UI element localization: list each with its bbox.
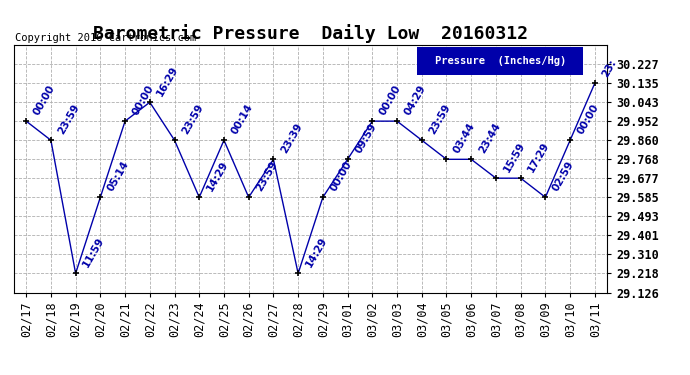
Title: Barometric Pressure  Daily Low  20160312: Barometric Pressure Daily Low 20160312	[93, 24, 528, 44]
Text: 09:59: 09:59	[353, 122, 378, 155]
Text: 11:59: 11:59	[81, 236, 106, 269]
Text: 23:59: 23:59	[427, 102, 453, 136]
Text: 15:59: 15:59	[502, 141, 526, 174]
Text: 00:14: 00:14	[230, 102, 255, 136]
Text: 23:59: 23:59	[57, 102, 81, 136]
Text: 23:44: 23:44	[477, 121, 502, 155]
Text: 14:29: 14:29	[205, 159, 230, 193]
Text: 00:00: 00:00	[575, 102, 601, 136]
Text: 00:00: 00:00	[32, 83, 57, 117]
Text: 05:14: 05:14	[106, 159, 131, 193]
Text: 16:29: 16:29	[155, 64, 181, 98]
Text: 02:59: 02:59	[551, 159, 576, 193]
Text: 23:: 23:	[600, 58, 618, 79]
Text: Copyright 2016 Cartronics.com: Copyright 2016 Cartronics.com	[15, 33, 196, 42]
Text: 00:00: 00:00	[378, 83, 403, 117]
Text: 17:29: 17:29	[526, 140, 551, 174]
Text: 23:39: 23:39	[279, 122, 304, 155]
Text: 00:00: 00:00	[328, 159, 354, 193]
Text: 23:59: 23:59	[254, 159, 279, 193]
Text: 04:29: 04:29	[402, 83, 428, 117]
Text: 03:44: 03:44	[452, 121, 477, 155]
Text: 14:29: 14:29	[304, 236, 329, 269]
Text: 00:00: 00:00	[130, 83, 156, 117]
Text: 23:59: 23:59	[180, 102, 205, 136]
